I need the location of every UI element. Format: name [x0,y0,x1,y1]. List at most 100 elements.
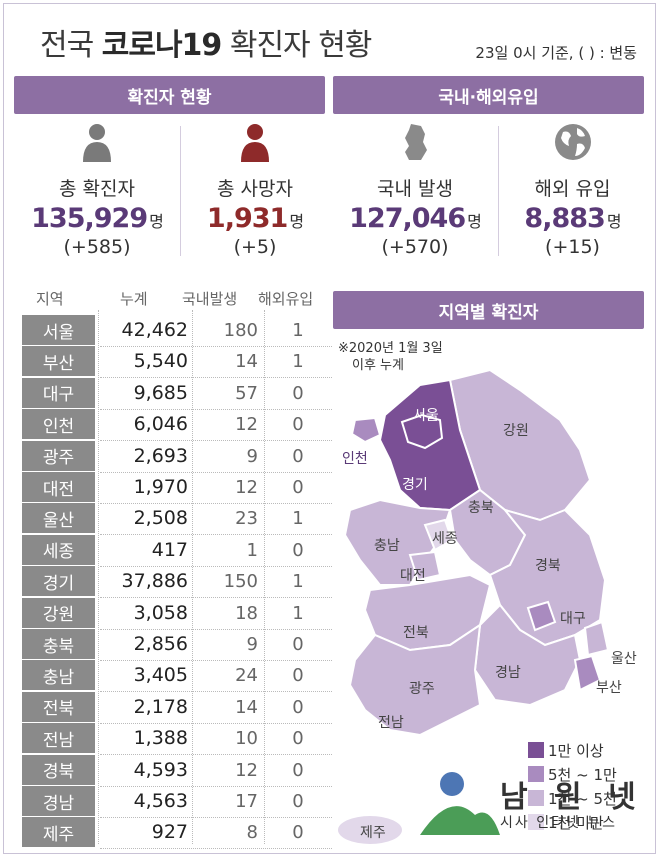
map-label: 전남 [378,715,404,731]
regional-map-band: 지역별 확진자 [333,291,644,329]
overseas-cell: 1 [292,602,304,624]
map-label: 충남 [374,538,400,554]
row-divider [100,440,332,442]
stat-unit: 명 [606,212,622,231]
map-label: 대구 [560,611,586,627]
legend-swatch [528,790,544,806]
domestic-cell: 57 [235,382,258,404]
legend-item: 1천 미만 [528,810,617,834]
map-label: 경북 [535,558,561,574]
infographic-frame [3,3,656,854]
region-cell: 인천 [22,409,95,441]
stat-change: (+570) [381,236,449,258]
overseas-cell: 1 [292,351,304,373]
legend-label: 1천 미만 [548,813,604,832]
row-divider [100,722,332,724]
watermark-name: 남 원 넷 [500,780,644,815]
stat-label: 국내 발생 [377,178,453,200]
total-cell: 9,685 [133,381,188,404]
table-row: 세종 417 1 0 [22,534,332,567]
table-row: 전남 1,388 10 0 [22,723,332,756]
watermark-subtitle: 시사 인터넷 뉴스 [500,815,618,831]
region-cell: 제주 [22,817,95,849]
region-cell: 대전 [22,472,95,503]
korea-map-icon [405,124,427,160]
total-cell: 927 [151,821,188,844]
title-prefix: 전국 [40,28,94,63]
title-suffix: 확진자 현황 [229,28,373,63]
region-cell: 세종 [22,534,95,566]
domestic-cell: 17 [235,791,258,812]
globe-icon [554,124,591,160]
domestic-overseas-band: 국내·해외유입 [333,76,644,114]
page-title: 전국 코로나19 확진자 현황 [40,20,373,64]
row-divider [100,346,332,347]
total-cell: 4,593 [133,758,188,781]
overseas-cell: 1 [292,571,304,593]
stat-value: 135,929 명 [22,203,172,234]
region-cell: 울산 [22,503,95,535]
total-cell: 2,856 [133,633,188,655]
domestic-cell: 180 [223,320,258,341]
overseas-cell: 0 [292,759,304,781]
overseas-cell: 1 [292,508,304,530]
region-seoul [400,413,444,450]
stat-unit: 명 [149,212,164,231]
table-row: 대구 9,685 57 0 [22,377,332,410]
overseas-cell: 0 [292,696,304,718]
stat-unit: 명 [289,212,304,231]
domestic-cell: 10 [235,728,258,750]
domestic-cell: 12 [235,759,258,781]
divider [180,126,181,256]
overseas-cell: 0 [292,382,304,404]
table-row: 경북 4,593 12 0 [22,754,332,787]
map-label: 대전 [400,568,426,584]
stat-total-confirmed: 총 확진자 135,929 명 (+585) [22,122,172,258]
overseas-cell: 1 [292,320,304,341]
row-divider [100,597,332,599]
title-bold: 코로나19 [101,28,223,63]
row-divider [100,848,332,850]
stat-label: 총 사망자 [217,178,293,200]
overseas-cell: 0 [292,728,304,750]
domestic-cell: 9 [246,634,258,655]
row-divider [100,408,332,410]
stat-change: (+585) [63,236,131,258]
map-label: 부산 [596,680,622,696]
region-daejeon [408,550,442,582]
map-label: 인천 [342,451,368,467]
domestic-cell: 24 [235,665,258,687]
domestic-cell: 1 [246,539,258,561]
stat-number: 127,046 [349,203,466,234]
basis-note: 23일 0시 기준, ( ) : 변동 [475,44,637,62]
total-cell: 2,178 [133,695,188,718]
stat-value: 127,046 명 [340,203,490,234]
header-domestic: 국내발생 [182,290,238,308]
stat-overseas: 해외 유입 8,883 명 (+15) [500,122,645,258]
region-cell: 광주 [22,440,95,472]
table-row: 전북 2,178 14 0 [22,691,332,724]
domestic-cell: 12 [235,414,258,436]
stat-number: 1,931 [206,203,288,234]
stat-number: 135,929 [31,203,148,234]
header-overseas: 해외유입 [258,290,314,308]
total-cell: 42,462 [121,319,188,341]
region-cell: 강원 [22,597,95,629]
total-cell: 6,046 [133,413,188,436]
table-row: 경남 4,563 17 0 [22,786,332,818]
overseas-cell: 0 [292,445,304,467]
row-divider [100,691,332,693]
total-cell: 4,563 [133,790,188,812]
overseas-cell: 0 [292,414,304,436]
legend-label: 1천 ~ 5천 [548,789,617,808]
table-row: 부산 5,540 14 1 [22,346,332,379]
header-region: 지역 [36,290,64,308]
map-label: 충북 [468,500,494,516]
region-cell: 대구 [22,377,95,409]
legend-item: 1천 ~ 5천 [528,786,617,810]
table-row: 인천 6,046 12 0 [22,409,332,442]
stat-change: (+15) [545,236,600,258]
overseas-cell: 0 [292,477,304,498]
domestic-cell: 14 [235,351,258,373]
legend-swatch [528,814,544,830]
